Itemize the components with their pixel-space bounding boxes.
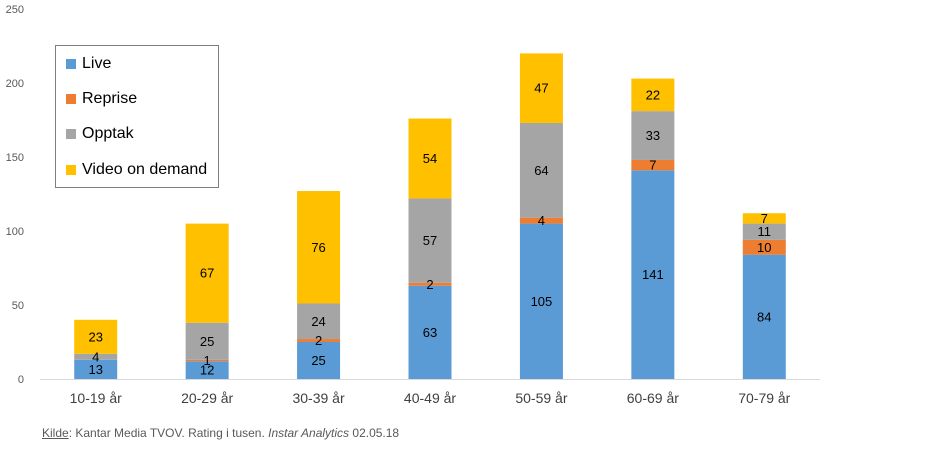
legend-label-opptak: Opptak bbox=[82, 125, 134, 142]
y-tick-label: 0 bbox=[18, 374, 24, 386]
bar-segment bbox=[631, 170, 675, 379]
data-label: 105 bbox=[531, 294, 553, 309]
legend-label-vod: Video on demand bbox=[82, 161, 208, 178]
data-label: 24 bbox=[311, 314, 325, 329]
data-label: 54 bbox=[423, 151, 437, 166]
source-text: : Kantar Media TVOV. Rating i tusen. bbox=[68, 426, 269, 440]
bar-segment bbox=[185, 361, 229, 379]
legend-label-reprise: Reprise bbox=[82, 90, 138, 107]
legend-item-reprise: Reprise bbox=[66, 89, 137, 109]
legend-item-vod: Video on demand bbox=[66, 160, 207, 180]
legend: Live Reprise Opptak Video on demand bbox=[55, 45, 219, 188]
data-label: 64 bbox=[534, 163, 548, 178]
data-label: 2 bbox=[426, 277, 433, 292]
bar-segment bbox=[408, 285, 452, 379]
bar-segment bbox=[74, 359, 118, 379]
bar-segment bbox=[631, 111, 675, 160]
bar-segment bbox=[74, 319, 118, 354]
data-label: 57 bbox=[423, 233, 437, 248]
bar-segment bbox=[742, 239, 786, 255]
y-tick-label: 50 bbox=[12, 300, 24, 312]
data-label: 7 bbox=[649, 158, 656, 173]
bar-segment bbox=[519, 223, 563, 379]
y-tick-label: 100 bbox=[6, 226, 24, 238]
data-label: 25 bbox=[311, 353, 325, 368]
bar-segment bbox=[185, 223, 229, 323]
bar-segment bbox=[185, 322, 229, 360]
data-label: 84 bbox=[757, 309, 771, 324]
data-label: 2 bbox=[315, 333, 322, 348]
data-label: 1 bbox=[204, 353, 211, 368]
bar-segment bbox=[297, 303, 341, 340]
data-label: 33 bbox=[646, 128, 660, 143]
legend-label-live: Live bbox=[82, 55, 112, 72]
legend-item-live: Live bbox=[66, 54, 111, 74]
bar-segment bbox=[742, 213, 786, 224]
data-label: 25 bbox=[200, 334, 214, 349]
bar-segment bbox=[519, 53, 563, 123]
y-tick-label: 150 bbox=[6, 152, 24, 164]
legend-swatch-reprise bbox=[66, 94, 76, 104]
legend-swatch-opptak bbox=[66, 129, 76, 139]
x-tick-label: 10-19 år bbox=[70, 390, 122, 406]
x-tick-label: 20-29 år bbox=[181, 390, 233, 406]
bar-segment bbox=[297, 342, 341, 379]
bar-segment bbox=[297, 191, 341, 304]
data-label: 23 bbox=[88, 329, 102, 344]
legend-swatch-live bbox=[66, 59, 76, 69]
data-label: 11 bbox=[758, 224, 772, 239]
bar-segment bbox=[185, 359, 229, 362]
bar-segment bbox=[742, 254, 786, 379]
bar-segment bbox=[408, 282, 452, 286]
x-tick-label: 60-69 år bbox=[627, 390, 679, 406]
bar-segment bbox=[631, 159, 675, 171]
source-kilde: Kilde bbox=[42, 426, 69, 440]
bar-segment bbox=[519, 122, 563, 218]
bar-segment bbox=[631, 78, 675, 112]
data-label: 141 bbox=[642, 267, 664, 282]
source-analytics: Instar Analytics bbox=[268, 426, 350, 440]
source-date: 02.05.18 bbox=[349, 426, 400, 440]
data-label: 22 bbox=[646, 87, 660, 102]
data-label: 67 bbox=[200, 266, 214, 281]
legend-swatch-vod bbox=[66, 165, 76, 175]
x-tick-label: 40-49 år bbox=[404, 390, 456, 406]
data-label: 76 bbox=[311, 240, 325, 255]
data-label: 63 bbox=[423, 325, 437, 340]
data-label: 4 bbox=[538, 213, 545, 228]
y-tick-label: 250 bbox=[6, 4, 24, 16]
source-note: Kilde: Kantar Media TVOV. Rating i tusen… bbox=[42, 426, 399, 440]
data-label: 12 bbox=[200, 363, 214, 378]
bar-segment bbox=[519, 217, 563, 224]
bar-segment bbox=[74, 353, 118, 360]
y-tick-label: 200 bbox=[6, 78, 24, 90]
data-label: 13 bbox=[88, 362, 102, 377]
x-tick-label: 70-79 år bbox=[738, 390, 790, 406]
data-label: 7 bbox=[761, 211, 768, 226]
legend-item-opptak: Opptak bbox=[66, 124, 134, 144]
x-tick-label: 30-39 år bbox=[292, 390, 344, 406]
data-label: 4 bbox=[92, 349, 99, 364]
data-label: 47 bbox=[534, 81, 548, 96]
bar-segment bbox=[297, 339, 341, 342]
bar-segment bbox=[408, 198, 452, 283]
bar-segment bbox=[742, 223, 786, 240]
x-tick-label: 50-59 år bbox=[515, 390, 567, 406]
data-label: 10 bbox=[757, 240, 771, 255]
bar-segment bbox=[408, 118, 452, 199]
